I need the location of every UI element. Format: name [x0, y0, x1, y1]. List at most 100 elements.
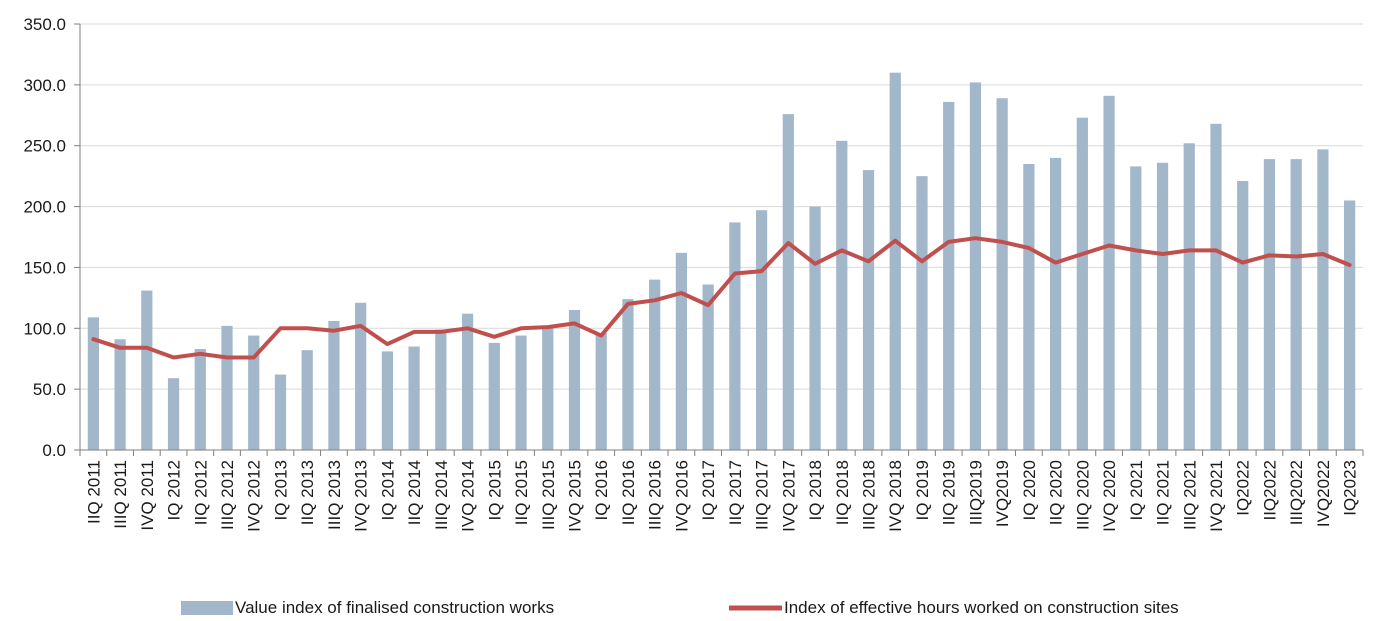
bar [489, 343, 500, 450]
bar [703, 284, 714, 450]
axes [74, 24, 1363, 456]
x-tick-label: IIIQ 2015 [539, 460, 558, 530]
bar [409, 347, 420, 450]
bar [1344, 200, 1355, 450]
bar [1184, 143, 1195, 450]
x-tick-label: IVQ 2011 [138, 460, 157, 531]
x-tick-label: IIQ 2014 [405, 460, 424, 525]
y-tick-label: 50.0 [33, 380, 66, 399]
bar [970, 82, 981, 450]
x-tick-label: IQ 2021 [1127, 460, 1146, 521]
x-tick-label: IVQ 2017 [779, 460, 798, 532]
bar [382, 351, 393, 450]
bar [141, 291, 152, 450]
bar [809, 207, 820, 450]
x-tick-label: IQ 2015 [485, 460, 504, 520]
x-tick-label: IVQ 2015 [565, 460, 584, 532]
bar [435, 330, 446, 450]
bar [1264, 159, 1275, 450]
x-tick-label: IQ2023 [1341, 460, 1360, 516]
bar [997, 98, 1008, 450]
bar [1317, 149, 1328, 450]
bar [1050, 158, 1061, 450]
legend: Value index of finalised construction wo… [181, 598, 1179, 616]
bar [783, 114, 794, 450]
y-tick-label: 150.0 [23, 258, 66, 277]
x-tick-label: IQ 2020 [1020, 460, 1039, 521]
x-tick-label: IIQ 2015 [512, 460, 531, 525]
x-tick-label: IIQ 2021 [1154, 460, 1173, 525]
x-tick-label: IIIQ 2012 [218, 460, 237, 530]
legend-swatch-bars [181, 601, 233, 615]
x-tick-label: IIIQ 2018 [860, 460, 879, 530]
x-tick-label: IIIQ 2017 [753, 460, 772, 530]
x-tick-label: IIIQ2019 [966, 460, 985, 525]
x-tick-label: IQ2022 [1234, 460, 1253, 516]
x-tick-label: IQ 2018 [806, 460, 825, 521]
x-tick-label: IIQ 2018 [833, 460, 852, 525]
bar [916, 176, 927, 450]
bar [275, 375, 286, 450]
bar [1023, 164, 1034, 450]
x-tick-label: IVQ 2021 [1207, 460, 1226, 532]
x-tick-label: IQ 2012 [165, 460, 184, 521]
bar [1077, 118, 1088, 450]
x-tick-label: IIQ 2019 [940, 460, 959, 525]
x-tick-label: IQ 2014 [378, 460, 397, 521]
x-tick-label: IVQ2022 [1314, 460, 1333, 527]
bar [596, 333, 607, 450]
x-tick-label: IVQ 2012 [245, 460, 264, 532]
bar [195, 349, 206, 450]
bar [756, 210, 767, 450]
bar-series [88, 73, 1355, 450]
bar [515, 336, 526, 450]
bar [649, 280, 660, 450]
y-tick-label: 350.0 [23, 15, 66, 34]
x-tick-label: IVQ 2016 [672, 460, 691, 532]
bar [836, 141, 847, 450]
x-tick-label: IIIQ2022 [1287, 460, 1306, 525]
x-tick-label: IVQ2019 [993, 460, 1012, 527]
bar [328, 321, 339, 450]
bar [302, 350, 313, 450]
x-tick-label: IQ 2016 [592, 460, 611, 521]
y-tick-label: 0.0 [42, 441, 66, 460]
x-tick-label: IVQ 2018 [886, 460, 905, 532]
bar [943, 102, 954, 450]
bar [569, 310, 580, 450]
x-tick-label: IIIQ 2014 [432, 460, 451, 530]
legend-label-bars: Value index of finalised construction wo… [235, 598, 554, 616]
bar [1130, 166, 1141, 450]
bar [622, 299, 633, 450]
x-tick-label: IIIQ 2021 [1180, 460, 1199, 530]
x-tick-label: IIIQ 2020 [1073, 460, 1092, 530]
bar [1157, 163, 1168, 450]
bar [676, 253, 687, 450]
x-tick-label: IIQ 2011 [84, 460, 103, 524]
x-tick-label: IIQ 2016 [619, 460, 638, 525]
bar [1237, 181, 1248, 450]
bar [1103, 96, 1114, 450]
bar [168, 378, 179, 450]
x-tick-label: IQ 2017 [699, 460, 718, 521]
bar [890, 73, 901, 450]
bar [1210, 124, 1221, 450]
bar [114, 339, 125, 450]
bar [863, 170, 874, 450]
x-tick-label: IIQ 2020 [1047, 460, 1066, 525]
bar [221, 326, 232, 450]
x-tick-label: IQ 2019 [913, 460, 932, 521]
bar [729, 222, 740, 450]
x-tick-label: IIQ2022 [1260, 460, 1279, 521]
x-tick-label: IIIQ 2011 [111, 460, 130, 529]
x-tick-label: IVQ 2020 [1100, 460, 1119, 532]
x-tick-label: IIIQ 2013 [325, 460, 344, 530]
x-tick-label: IIQ 2017 [726, 460, 745, 525]
bar [1291, 159, 1302, 450]
x-tick-label: IIIQ 2016 [646, 460, 665, 530]
bar [542, 327, 553, 450]
